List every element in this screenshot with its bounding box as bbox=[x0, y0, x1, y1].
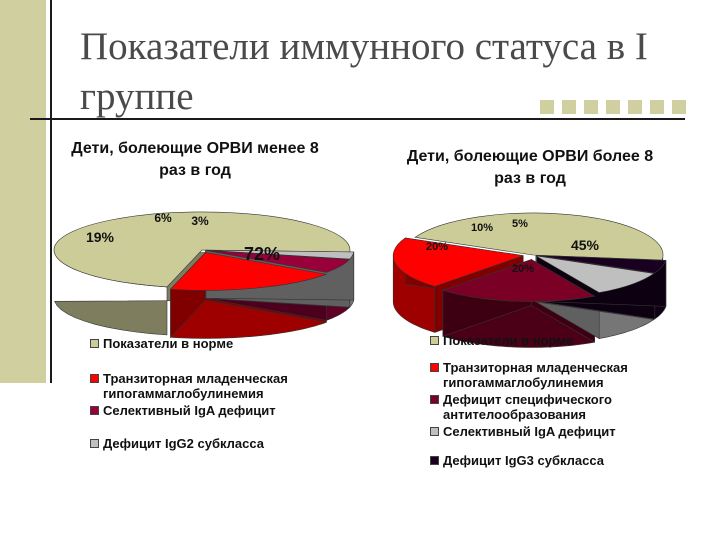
legend-2-swatch-1 bbox=[430, 363, 439, 372]
legend-2-label-0: Показатели в норме bbox=[443, 333, 574, 348]
legend-2-item-4: Дефицит IgG3 субкласса bbox=[430, 453, 670, 468]
legend-2-swatch-3 bbox=[430, 427, 439, 436]
pie-2-slice-2 bbox=[441, 259, 596, 302]
legend-2-label-4: Дефицит IgG3 субкласса bbox=[443, 453, 604, 468]
legend-1-item-3: Дефицит IgG2 субкласса bbox=[90, 436, 330, 451]
pie-1-data-label-3: 3% bbox=[191, 214, 209, 228]
pie-1-slice-0 bbox=[53, 211, 351, 288]
pie-1-data-label-2: 6% bbox=[154, 211, 172, 225]
legend-1-swatch-2 bbox=[90, 406, 99, 415]
slide-title: Показатели иммунного статуса в I группе bbox=[80, 25, 648, 118]
legend-2-label-3: Селективный IgA дефицит bbox=[443, 424, 616, 439]
legend-2-label-1: Транзиторная младенческая гипогаммаглобу… bbox=[443, 360, 628, 390]
legend-2-item-2: Дефицит специфического антителообразован… bbox=[430, 392, 670, 422]
chart-2-title: Дети, болеющие ОРВИ более 8 раз в год bbox=[406, 148, 654, 187]
legend-1-swatch-1 bbox=[90, 374, 99, 383]
pie-2-data-label-3: 10% bbox=[471, 222, 493, 234]
legend-2-swatch-4 bbox=[430, 456, 439, 465]
pie-2-data-label-1: 20% bbox=[512, 263, 534, 275]
chart-2-legend: Показатели в норме Транзиторная младенчес… bbox=[430, 333, 670, 468]
legend-1-label-3: Дефицит IgG2 субкласса bbox=[103, 436, 264, 451]
legend-2-label-2: Дефицит специфического антителообразован… bbox=[443, 392, 612, 422]
title-divider bbox=[30, 118, 685, 120]
pie-1-slice-2 bbox=[205, 250, 351, 273]
legend-1-item-0: Показатели в норме bbox=[90, 336, 330, 351]
decorative-square bbox=[606, 100, 620, 114]
pie-1-data-label-1: 19% bbox=[86, 229, 115, 245]
decorative-square bbox=[562, 100, 576, 114]
legend-2-swatch-0 bbox=[430, 336, 439, 345]
pie-2-data-label-4: 5% bbox=[512, 218, 528, 230]
decorative-square bbox=[672, 100, 686, 114]
chart-1-title: Дети, болеющие ОРВИ менее 8 раз в год bbox=[71, 140, 319, 179]
decorative-square bbox=[584, 100, 598, 114]
legend-1-item-2: Селективный IgA дефицит bbox=[90, 403, 330, 418]
legend-1-label-0: Показатели в норме bbox=[103, 336, 234, 351]
legend-2-swatch-2 bbox=[430, 395, 439, 404]
chart-1-legend: Показатели в норме Транзиторная младенчес… bbox=[90, 336, 330, 451]
decorative-side-line bbox=[50, 0, 52, 383]
legend-1-label-1: Транзиторная младенческая гипогаммаглобу… bbox=[103, 371, 288, 401]
legend-1-swatch-0 bbox=[90, 339, 99, 348]
legend-2-item-3: Селективный IgA дефицит bbox=[430, 424, 670, 439]
legend-1-item-1: Транзиторная младенческая гипогаммаглобу… bbox=[90, 371, 330, 401]
pie-1-slice-3 bbox=[205, 249, 355, 260]
pie-2-slice-0 bbox=[414, 212, 664, 261]
decorative-square bbox=[540, 100, 554, 114]
legend-1-label-2: Селективный IgA дефицит bbox=[103, 403, 276, 418]
legend-1-swatch-3 bbox=[90, 439, 99, 448]
legend-2-item-1: Транзиторная младенческая гипогаммаглобу… bbox=[430, 360, 670, 390]
pie-1-data-label-0: 72% bbox=[244, 244, 280, 264]
decorative-square bbox=[628, 100, 642, 114]
pie-2-slice-4 bbox=[536, 255, 667, 274]
decorative-square bbox=[650, 100, 664, 114]
pie-2-data-label-2: 20% bbox=[426, 241, 448, 253]
pie-1-slice-1 bbox=[169, 252, 328, 291]
pie-2-slice-3 bbox=[535, 255, 655, 293]
legend-2-item-0: Показатели в норме bbox=[430, 333, 670, 348]
pie-2-data-label-0: 45% bbox=[571, 237, 600, 253]
decorative-side-bar bbox=[0, 0, 46, 383]
pie-2-slice-1 bbox=[392, 237, 524, 287]
